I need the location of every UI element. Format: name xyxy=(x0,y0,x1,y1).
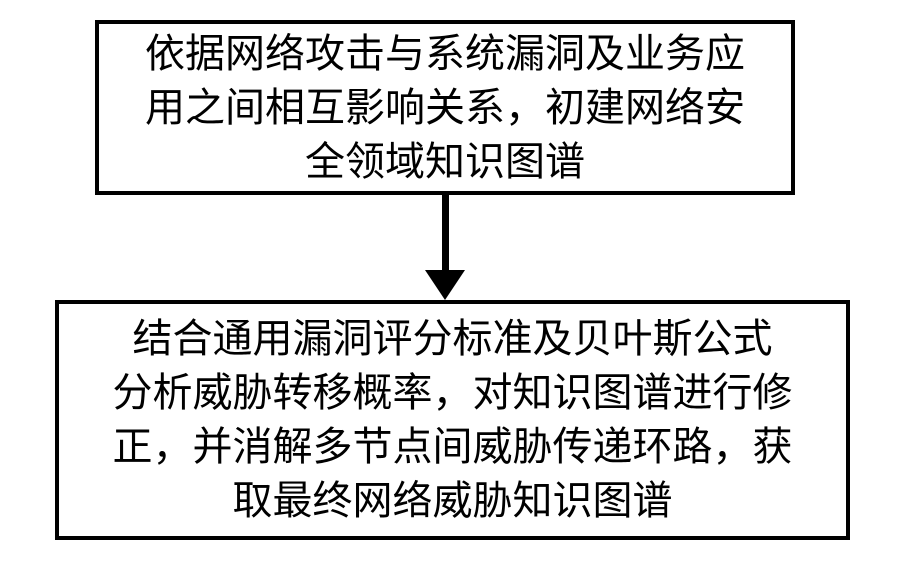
flow-arrow-head-0 xyxy=(425,270,465,300)
flow-node-n1: 依据网络攻击与系统漏洞及业务应 用之间相互影响关系，初建网络安 全领域知识图谱 xyxy=(95,20,795,195)
flow-node-label-n1: 依据网络攻击与系统漏洞及业务应 用之间相互影响关系，初建网络安 全领域知识图谱 xyxy=(117,27,773,189)
flow-node-n2: 结合通用漏洞评分标准及贝叶斯公式 分析威胁转移概率，对知识图谱进行修 正，并消解… xyxy=(55,300,850,540)
flow-node-label-n2: 结合通用漏洞评分标准及贝叶斯公式 分析威胁转移概率，对知识图谱进行修 正，并消解… xyxy=(77,312,828,528)
flow-arrow-line-0 xyxy=(442,195,449,270)
